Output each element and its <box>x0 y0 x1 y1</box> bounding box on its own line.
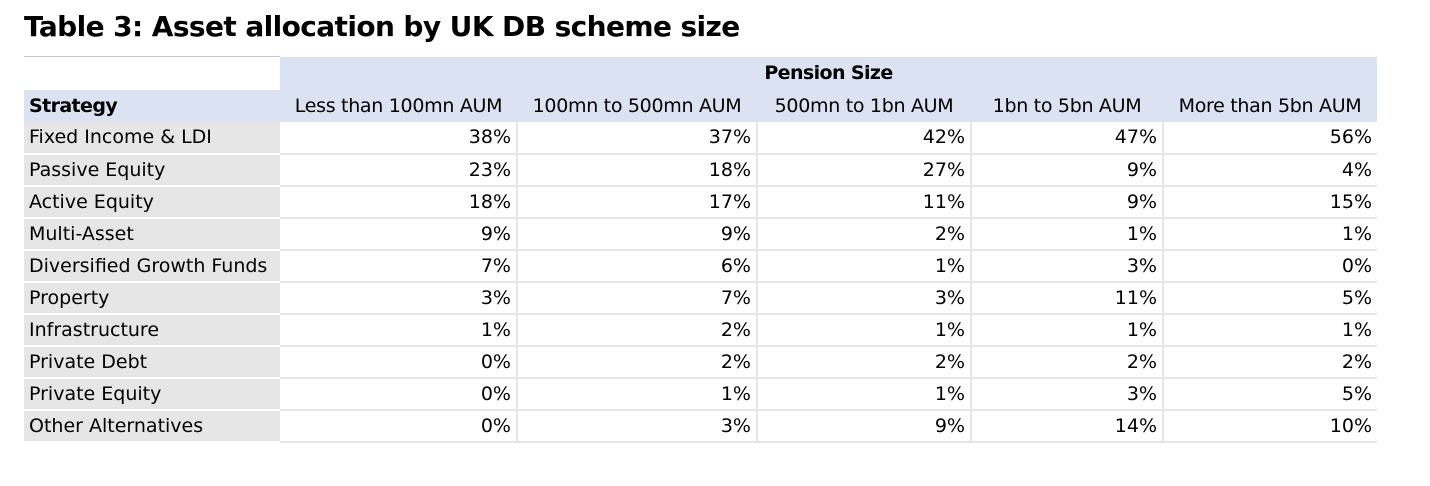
table-cell: 38% <box>280 121 518 155</box>
table-cell: 3% <box>517 409 758 443</box>
table-cell: 0% <box>1163 249 1378 283</box>
table-cell: 1% <box>280 313 518 347</box>
table-cell: 1% <box>971 313 1164 347</box>
row-header-title: Strategy <box>24 89 280 122</box>
table-row: Fixed Income & LDI 38% 37% 42% 47% 56% <box>24 121 1378 155</box>
row-label: Active Equity <box>24 185 280 219</box>
table-cell: 6% <box>517 249 758 283</box>
table-cell: 9% <box>280 217 518 251</box>
table-cell: 3% <box>280 281 518 315</box>
row-label: Property <box>24 281 280 315</box>
asset-allocation-table: Pension Size Strategy Less than 100mn AU… <box>24 56 1378 443</box>
table-cell: 3% <box>757 281 972 315</box>
table-cell: 4% <box>1163 153 1378 187</box>
row-label: Other Alternatives <box>24 409 280 443</box>
table-cell: 1% <box>517 377 758 411</box>
table-row: Private Equity 0% 1% 1% 3% 5% <box>24 377 1378 411</box>
column-header: Less than 100mn AUM <box>280 89 517 122</box>
table-cell: 1% <box>971 217 1164 251</box>
table-cell: 1% <box>757 377 972 411</box>
table-row: Passive Equity 23% 18% 27% 9% 4% <box>24 153 1378 187</box>
table-cell: 56% <box>1163 121 1378 155</box>
group-header-row: Pension Size <box>24 56 1378 90</box>
table-cell: 1% <box>757 313 972 347</box>
table-cell: 47% <box>971 121 1164 155</box>
row-label: Infrastructure <box>24 313 280 347</box>
row-label: Fixed Income & LDI <box>24 121 280 155</box>
group-header-pension-size: Pension Size <box>280 56 1378 90</box>
column-header: 1bn to 5bn AUM <box>971 89 1163 122</box>
table-cell: 5% <box>1163 377 1378 411</box>
table-cell: 11% <box>757 185 972 219</box>
table-cell: 0% <box>280 377 518 411</box>
table-cell: 37% <box>517 121 758 155</box>
table-cell: 27% <box>757 153 972 187</box>
row-label: Passive Equity <box>24 153 280 187</box>
corner-cell <box>24 56 280 90</box>
table-cell: 2% <box>517 345 758 379</box>
column-header: 100mn to 500mn AUM <box>517 89 757 122</box>
table-cell: 42% <box>757 121 972 155</box>
table-cell: 9% <box>757 409 972 443</box>
table-cell: 3% <box>971 249 1164 283</box>
table-cell: 0% <box>280 345 518 379</box>
table-cell: 14% <box>971 409 1164 443</box>
row-label: Private Equity <box>24 377 280 411</box>
table-row: Private Debt 0% 2% 2% 2% 2% <box>24 345 1378 379</box>
table-row: Multi-Asset 9% 9% 2% 1% 1% <box>24 217 1378 251</box>
table-cell: 2% <box>757 345 972 379</box>
table-cell: 18% <box>517 153 758 187</box>
table-cell: 9% <box>517 217 758 251</box>
table-cell: 5% <box>1163 281 1378 315</box>
row-label: Multi-Asset <box>24 217 280 251</box>
table-cell: 2% <box>971 345 1164 379</box>
table-cell: 2% <box>517 313 758 347</box>
table-cell: 9% <box>971 153 1164 187</box>
table-cell: 10% <box>1163 409 1378 443</box>
table-cell: 1% <box>1163 217 1378 251</box>
column-header: More than 5bn AUM <box>1163 89 1378 122</box>
row-label: Diversified Growth Funds <box>24 249 280 283</box>
table-cell: 15% <box>1163 185 1378 219</box>
column-header-row: Strategy Less than 100mn AUM 100mn to 50… <box>24 89 1378 122</box>
table-row: Infrastructure 1% 2% 1% 1% 1% <box>24 313 1378 347</box>
table-cell: 0% <box>280 409 518 443</box>
table-cell: 11% <box>971 281 1164 315</box>
row-label: Private Debt <box>24 345 280 379</box>
table-cell: 7% <box>517 281 758 315</box>
table-row: Active Equity 18% 17% 11% 9% 15% <box>24 185 1378 219</box>
table-cell: 3% <box>971 377 1164 411</box>
table-cell: 7% <box>280 249 518 283</box>
table-cell: 18% <box>280 185 518 219</box>
table-cell: 2% <box>757 217 972 251</box>
column-header: 500mn to 1bn AUM <box>757 89 971 122</box>
table-cell: 1% <box>757 249 972 283</box>
table-cell: 17% <box>517 185 758 219</box>
table-title: Table 3: Asset allocation by UK DB schem… <box>24 10 740 43</box>
table-row: Diversified Growth Funds 7% 6% 1% 3% 0% <box>24 249 1378 283</box>
table-cell: 2% <box>1163 345 1378 379</box>
table-cell: 9% <box>971 185 1164 219</box>
table-row: Other Alternatives 0% 3% 9% 14% 10% <box>24 409 1378 443</box>
table-cell: 1% <box>1163 313 1378 347</box>
table-row: Property 3% 7% 3% 11% 5% <box>24 281 1378 315</box>
table-cell: 23% <box>280 153 518 187</box>
